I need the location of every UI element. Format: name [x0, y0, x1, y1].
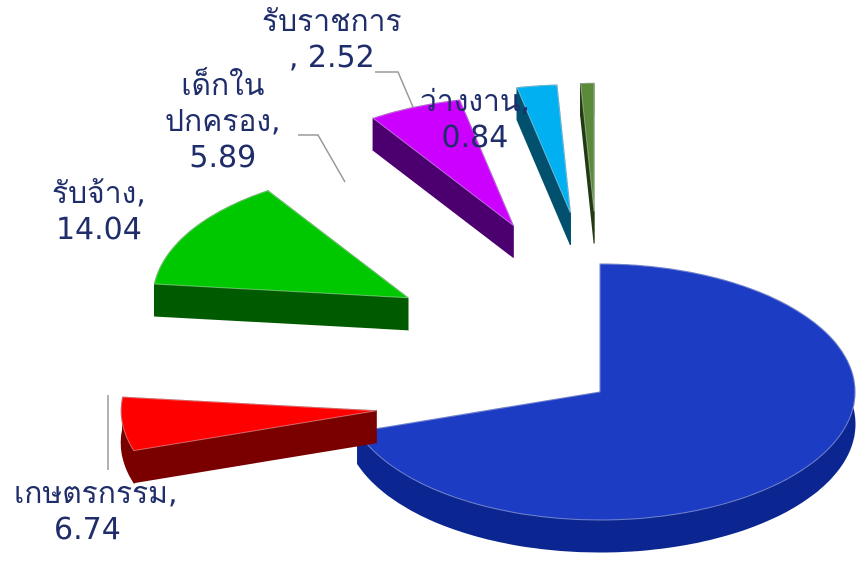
label-gov: รับราชการ, 2.52	[262, 4, 402, 76]
value-label: , 2.52	[288, 40, 375, 75]
label-agri: เกษตรกรรม, 6.74	[14, 476, 178, 548]
label-unemployed: ว่างงาน, 0.84	[420, 84, 530, 156]
category-label: ว่างงาน,	[420, 84, 530, 119]
slice-top	[580, 82, 595, 212]
slice-top	[516, 84, 571, 214]
category-label: รับราชการ	[262, 4, 402, 39]
value-label: 6.74	[54, 512, 121, 547]
category-label: รับจ้าง,	[52, 176, 146, 211]
value-label: 0.84	[441, 120, 509, 155]
slice	[356, 263, 856, 553]
slice-top	[372, 99, 515, 227]
slice-top	[120, 396, 377, 452]
pie	[120, 82, 856, 553]
slice	[153, 189, 410, 331]
label-hire: รับจ้าง, 14.04	[52, 176, 146, 248]
slice-top	[356, 263, 856, 521]
slice	[120, 396, 377, 485]
slice	[372, 99, 515, 259]
category-label: เด็กใน ปกครอง,	[165, 68, 281, 139]
label-dependent: เด็กใน ปกครอง, 5.89	[165, 68, 281, 176]
value-label: 14.04	[55, 212, 142, 247]
slice-top	[153, 190, 410, 299]
slice	[580, 82, 595, 244]
value-label: 5.89	[189, 140, 257, 175]
leader-line	[298, 134, 346, 183]
category-label: เกษตรกรรม,	[14, 476, 178, 511]
slice	[516, 84, 571, 246]
